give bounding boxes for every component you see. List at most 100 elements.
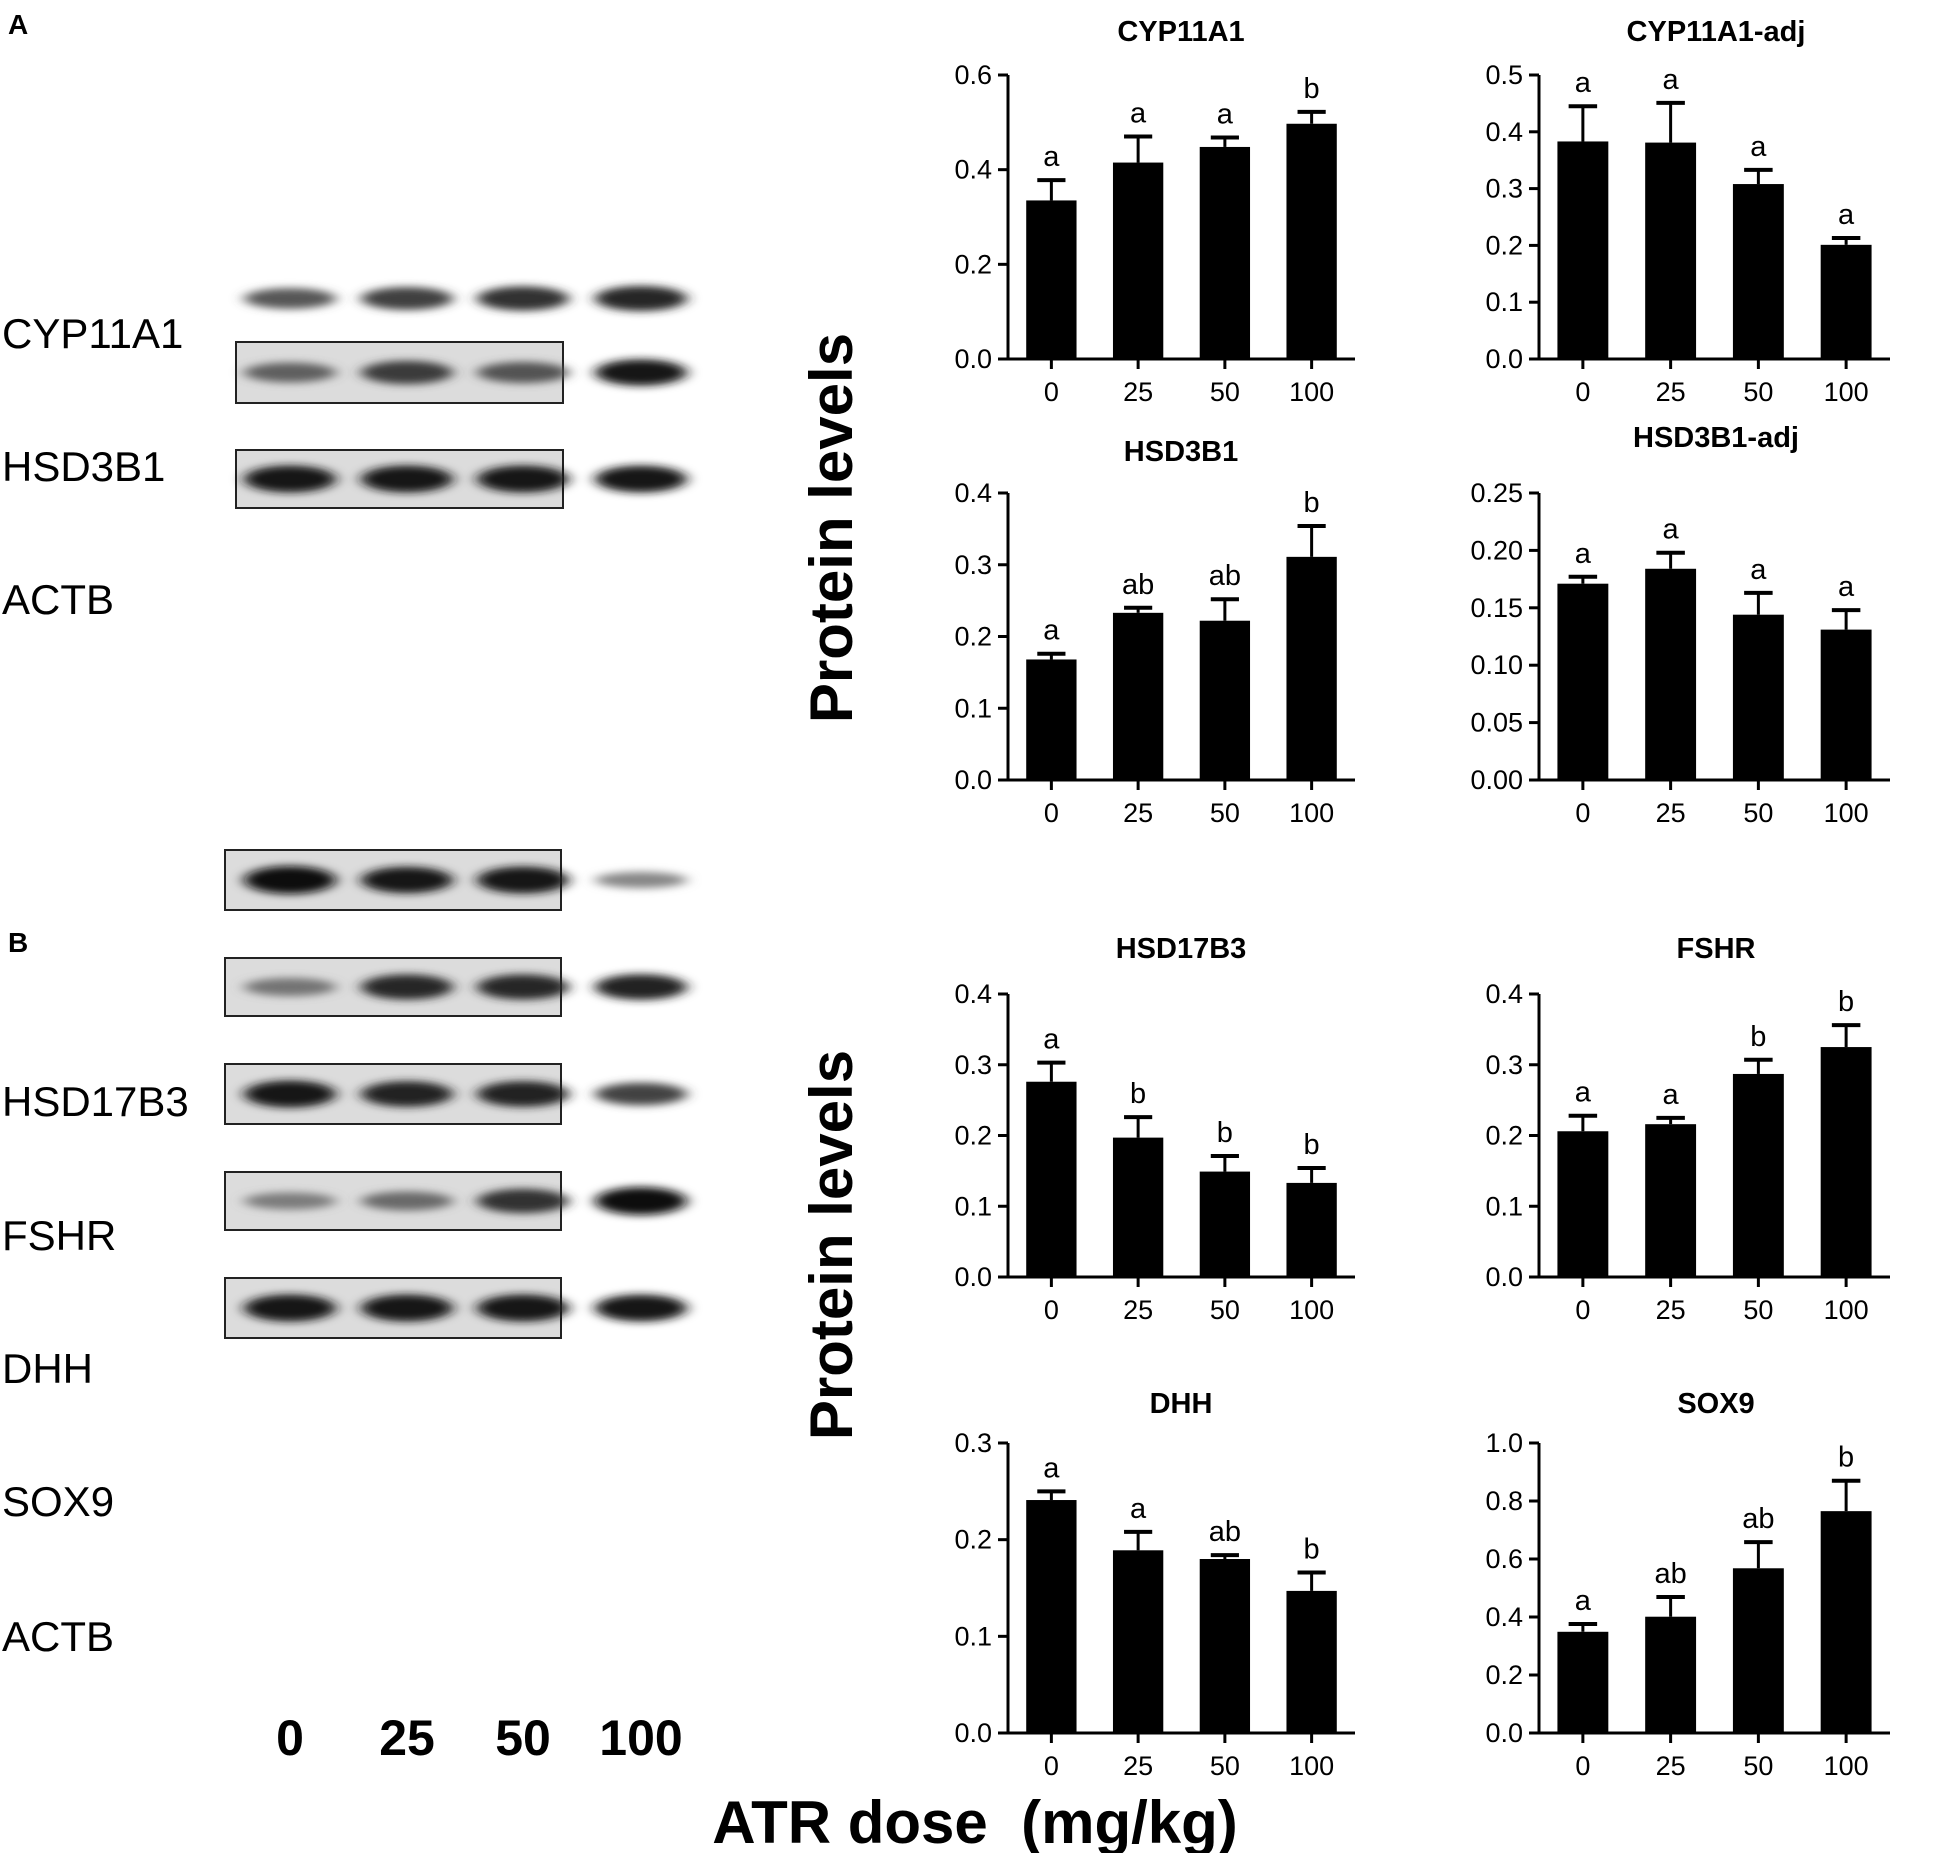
chart-title: HSD17B3 xyxy=(1116,933,1247,965)
significance-letter: ab xyxy=(1209,560,1241,592)
y-tick-label: 0.3 xyxy=(954,550,992,580)
x-tick-label: 100 xyxy=(1824,798,1869,828)
y-tick-label: 0.0 xyxy=(954,765,992,795)
bar-100 xyxy=(1286,556,1337,780)
bar-50 xyxy=(1732,1073,1784,1277)
blot-strip-hsd17b3 xyxy=(224,849,687,911)
blot-band xyxy=(595,285,687,312)
significance-letter: b xyxy=(1304,1534,1320,1566)
bar-50 xyxy=(1199,1559,1251,1733)
significance-letter: ab xyxy=(1742,1503,1774,1535)
x-tick-label: 100 xyxy=(1824,1295,1869,1325)
chart-title: HSD3B1 xyxy=(1124,436,1238,468)
bar-100 xyxy=(1820,244,1872,359)
blot-band xyxy=(244,977,336,997)
bar-25 xyxy=(1645,568,1697,780)
bar-100 xyxy=(1820,1047,1872,1277)
chart-title: CYP11A1 xyxy=(1117,16,1244,48)
chart-hsd17b3: HSD17B3 a 0 b 25 b 50 b 100 0.0 0.1 0.2 0.3 0.4 xyxy=(954,933,1355,1325)
bar-100 xyxy=(1286,1182,1337,1277)
y-tick-label: 0.1 xyxy=(1485,1191,1523,1221)
blot-band xyxy=(595,465,687,493)
bar-0 xyxy=(1557,583,1609,780)
y-tick-label: 0.2 xyxy=(954,1121,992,1151)
significance-letter: a xyxy=(1750,131,1767,163)
y-tick-label: 0.10 xyxy=(1470,650,1523,680)
chart-dhh: DHH a 0 a 25 ab 50 b 100 0.0 0.1 0.2 0.3 xyxy=(954,1388,1355,1781)
chart-fshr: FSHR a 0 a 25 b 50 b 100 0.0 0.1 0.2 0.3 0.4 xyxy=(1485,933,1890,1325)
blot-band xyxy=(477,1294,569,1322)
blot-band xyxy=(361,465,453,493)
significance-letter: a xyxy=(1043,1452,1060,1484)
y-tick-label: 0.4 xyxy=(1485,1602,1523,1632)
significance-letter: a xyxy=(1043,1024,1060,1056)
chart-title: CYP11A1-adj xyxy=(1627,16,1806,48)
x-tick-label: 50 xyxy=(1210,1751,1240,1781)
significance-letter: b xyxy=(1838,1442,1854,1474)
panel-label-a: A xyxy=(8,9,28,40)
y-tick-label: 0.15 xyxy=(1470,593,1523,623)
chart-title: DHH xyxy=(1150,1388,1213,1420)
blot-band xyxy=(477,1188,569,1214)
blot-band xyxy=(595,1082,687,1106)
bar-25 xyxy=(1112,612,1164,780)
significance-letter: a xyxy=(1217,98,1234,130)
blot-band xyxy=(361,1081,453,1107)
y-tick-label: 0.4 xyxy=(954,478,992,508)
blot-label-dhh: DHH xyxy=(2,1345,93,1392)
blot-strip-sox9 xyxy=(224,1171,687,1231)
blot-band xyxy=(595,359,687,386)
blot-band xyxy=(244,866,336,894)
blot-band xyxy=(477,866,569,894)
significance-letter: a xyxy=(1130,98,1147,130)
chart-hsd3b1: HSD3B1 a 0 ab 25 ab 50 b 100 0.0 0.1 0.2 0.3 0.4 xyxy=(954,436,1355,828)
significance-letter: a xyxy=(1663,1079,1680,1111)
significance-letter: a xyxy=(1838,199,1855,231)
blot-label-hsd17b3: HSD17B3 xyxy=(2,1078,189,1125)
significance-letter: b xyxy=(1130,1078,1146,1110)
x-tick-label: 0 xyxy=(1575,1751,1590,1781)
bar-50 xyxy=(1199,1171,1251,1277)
blot-band xyxy=(477,974,569,1000)
y-tick-label: 0.0 xyxy=(1485,1718,1523,1748)
y-tick-label: 0.8 xyxy=(1485,1486,1523,1516)
y-tick-label: 0.2 xyxy=(954,1525,992,1555)
blot-label-actb-b: ACTB xyxy=(2,1613,114,1660)
y-tick-label: 0.2 xyxy=(954,249,992,279)
y-tick-label: 0.00 xyxy=(1470,765,1523,795)
chart-cyp11a1: CYP11A1 a 0 a 25 a 50 b 100 0.0 0.2 0.4 0.6 xyxy=(954,16,1355,407)
significance-letter: b xyxy=(1750,1021,1766,1053)
blot-band xyxy=(361,1294,453,1322)
x-tick-label: 0 xyxy=(1575,377,1590,407)
significance-letter: b xyxy=(1838,986,1854,1018)
chart-title: HSD3B1-adj xyxy=(1633,422,1799,454)
x-tick-label: 0 xyxy=(1575,798,1590,828)
blot-band xyxy=(244,362,336,383)
y-tick-label: 0.4 xyxy=(1485,117,1523,147)
y-tick-label: 0.0 xyxy=(954,1718,992,1748)
blot-label-fshr: FSHR xyxy=(2,1212,116,1259)
x-tick-label: 25 xyxy=(1656,377,1686,407)
bar-50 xyxy=(1199,146,1251,359)
significance-letter: b xyxy=(1304,1129,1320,1161)
x-tick-label: 0 xyxy=(1044,377,1059,407)
x-tick-label: 50 xyxy=(1743,1751,1773,1781)
y-tick-label: 0.2 xyxy=(1485,1660,1523,1690)
y-tick-label: 0.0 xyxy=(954,1262,992,1292)
blot-strip-actb-b xyxy=(224,1277,687,1339)
x-tick-label: 50 xyxy=(1210,798,1240,828)
y-tick-label: 0.6 xyxy=(1485,1544,1523,1574)
y-tick-label: 0.0 xyxy=(1485,344,1523,374)
ylabel-panel-a: Protein levels xyxy=(798,333,865,723)
y-tick-label: 0.3 xyxy=(954,1428,992,1458)
y-tick-label: 1.0 xyxy=(1485,1428,1523,1458)
x-tick-label: 50 xyxy=(1743,1295,1773,1325)
blot-band xyxy=(244,1080,336,1108)
x-tick-label: 100 xyxy=(1824,1751,1869,1781)
blot-band xyxy=(595,1187,687,1215)
chart-cyp11a1-adj: CYP11A1-adj a 0 a 25 a 50 a 100 0.0 0.1 0.2 0.3 0.4 0.… xyxy=(1485,16,1890,407)
bar-0 xyxy=(1557,1631,1609,1733)
y-tick-label: 0.5 xyxy=(1485,60,1523,90)
x-tick-label: 0 xyxy=(1044,1295,1059,1325)
significance-letter: a xyxy=(1575,1585,1592,1617)
